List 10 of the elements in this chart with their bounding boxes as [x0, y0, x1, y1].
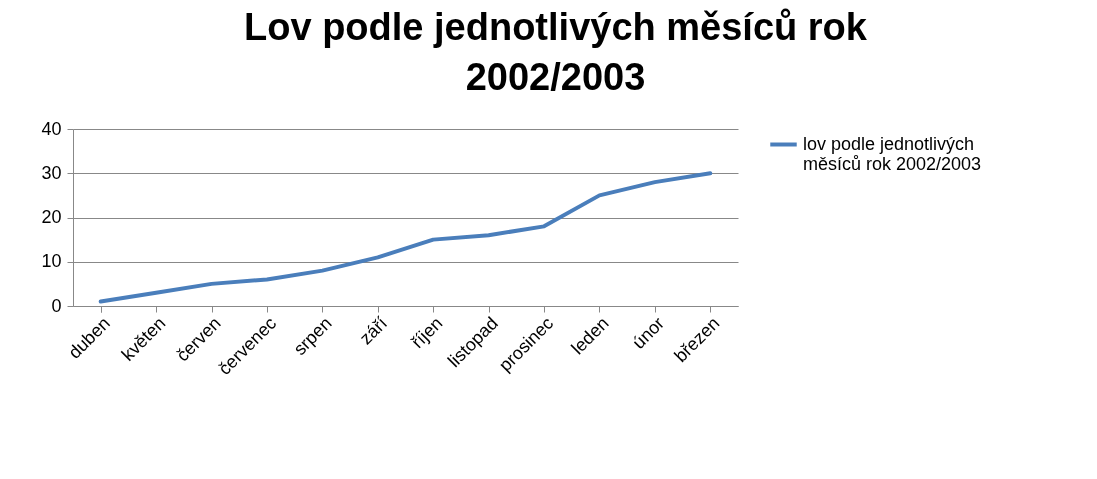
chart-title: Lov podle jednotlivých měsíců rok 2002/2003 [244, 6, 868, 98]
y-tick-label: 20 [41, 207, 62, 227]
y-tick-label: 30 [41, 162, 62, 183]
y-tick-label: 40 [41, 118, 62, 139]
y-tick-label: 10 [41, 251, 62, 272]
x-tick-label: říjen [407, 313, 447, 352]
y-tick-label: 0 [51, 295, 62, 316]
x-tick-label: září [355, 313, 392, 349]
legend-label: lov podle jednotlivých měsíců rok 2002/2003 [803, 133, 982, 174]
line-series [98, 171, 713, 304]
